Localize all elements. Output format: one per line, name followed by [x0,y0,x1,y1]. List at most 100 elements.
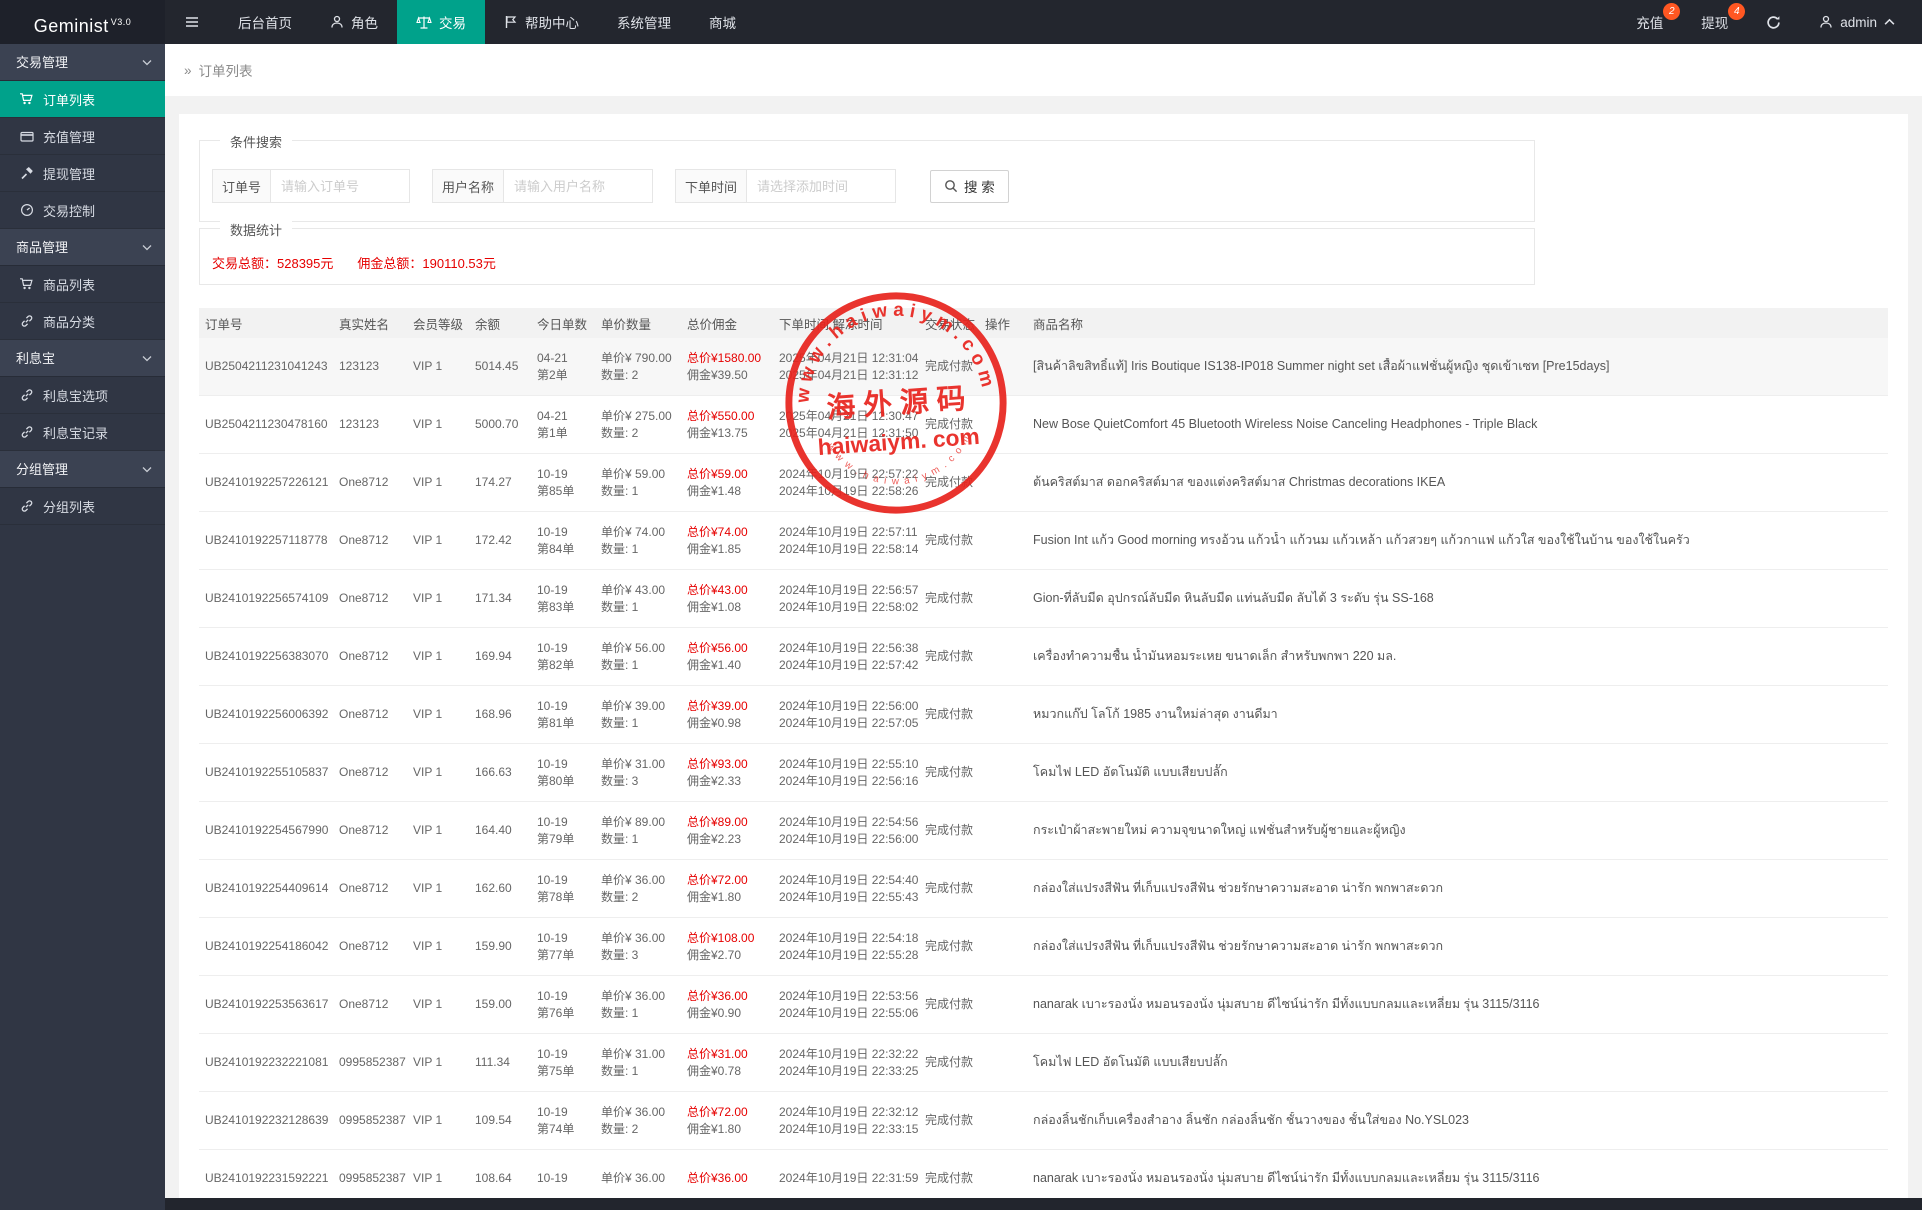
table-row[interactable]: UB2410192253563617 One8712 VIP 1 159.00 10-1… [199,976,1888,1034]
cell-balance: 162.60 [475,881,512,895]
cell-real-name: One8712 [339,475,389,489]
nav-item-2[interactable]: 交易 [397,0,485,44]
cell-trade-status: 完成付款 [925,359,974,373]
cell-total-commission: 总价¥550.00 佣金¥13.75 [687,408,755,440]
cell-vip-level: VIP 1 [413,881,443,895]
gauge-icon [19,203,34,217]
cell-times: 2024年10月19日 22:55:10 2024年10月19日 22:56:16 [779,756,919,788]
cell-price-qty: 单价¥ 43.00 数量: 1 [601,582,666,614]
sidebar-item[interactable]: 充值管理 [0,118,165,155]
cell-order-no: UB2410192255105837 [205,765,329,779]
sidebar-group-label: 分组管理 [16,462,69,477]
cell-today-orders: 10-19 第74单 [537,1104,575,1136]
sidebar-item[interactable]: 利息宝记录 [0,414,165,451]
cell-real-name: One8712 [339,707,389,721]
sidebar-item[interactable]: 商品分类 [0,303,165,340]
cell-real-name: One8712 [339,823,389,837]
chevron-down-icon [142,229,152,266]
table-row[interactable]: UB2410192254567990 One8712 VIP 1 164.40 10-1… [199,802,1888,860]
cell-trade-status: 完成付款 [925,1055,974,1069]
username-input[interactable] [503,169,654,203]
column-header: 操作 [985,317,1011,332]
cell-today-orders: 04-21 第2单 [537,350,568,382]
sidebar-item-label: 商品列表 [43,277,96,293]
sidebar-item[interactable]: 提现管理 [0,155,165,192]
search-button[interactable]: 搜 索 [930,169,1009,203]
sidebar-group-header[interactable]: 交易管理 [0,44,165,81]
cell-order-no: UB2410192254567990 [205,823,329,837]
nav-item-3[interactable]: 帮助中心 [485,0,598,44]
cell-real-name: One8712 [339,591,389,605]
table-row[interactable]: UB2410192256574109 One8712 VIP 1 171.34 10-1… [199,570,1888,628]
main-content: » 订单列表 条件搜索 订单号 用户名称 下单时间 [165,44,1922,1210]
column-header: 交易状态 [925,317,976,332]
cell-balance: 171.34 [475,591,512,605]
sidebar-group-header[interactable]: 商品管理 [0,229,165,266]
table-row[interactable]: UB2504211230478160 123123 VIP 1 5000.70 04-2… [199,396,1888,454]
table-row[interactable]: UB2410192257118778 One8712 VIP 1 172.42 10-1… [199,512,1888,570]
table-row[interactable]: UB2504211231041243 123123 VIP 1 5014.45 04-2… [199,338,1888,396]
nav-item-label: 商城 [709,16,736,31]
table-row[interactable]: UB2410192256006392 One8712 VIP 1 168.96 10-1… [199,686,1888,744]
withdraw-button[interactable]: 提现 4 [1682,0,1747,44]
nav-item-1[interactable]: 角色 [311,0,397,44]
table-row[interactable]: UB2410192255105837 One8712 VIP 1 166.63 10-1… [199,744,1888,802]
sidebar-item-label: 商品分类 [43,314,96,330]
sidebar-item[interactable]: 交易控制 [0,192,165,229]
user-menu[interactable]: admin [1800,0,1914,44]
nav-item-0[interactable]: 后台首页 [219,0,311,44]
cell-vip-level: VIP 1 [413,1055,443,1069]
cell-trade-status: 完成付款 [925,997,974,1011]
cell-product-name: Fusion Int แก้ว Good morning ทรงอ้วน แก้… [1033,533,1690,547]
cell-times: 2024年10月19日 22:54:56 2024年10月19日 22:56:00 [779,814,919,846]
cell-total-commission: 总价¥31.00 佣金¥0.78 [687,1046,748,1078]
cell-price-qty: 单价¥ 36.00 [601,1171,666,1185]
cell-today-orders: 10-19 第80单 [537,756,575,788]
cell-price-qty: 单价¥ 36.00 数量: 3 [601,930,666,962]
cell-price-qty: 单价¥ 36.00 数量: 2 [601,872,666,904]
table-row[interactable]: UB2410192254409614 One8712 VIP 1 162.60 10-1… [199,860,1888,918]
nav-item-4[interactable]: 系统管理 [598,0,690,44]
horizontal-scrollbar[interactable] [165,1198,1922,1210]
cell-today-orders: 10-19 第81单 [537,698,575,730]
cell-order-no: UB2410192256574109 [205,591,329,605]
sidebar-group-header[interactable]: 分组管理 [0,451,165,488]
cell-order-no: UB2504211230478160 [205,417,328,431]
sidebar-item[interactable]: 订单列表 [0,81,165,118]
table-row[interactable]: UB2410192232128639 0995852387 VIP 1 109.54 1… [199,1092,1888,1150]
cell-balance: 168.96 [475,707,512,721]
cell-real-name: One8712 [339,533,389,547]
cell-times: 2024年10月19日 22:53:56 2024年10月19日 22:55:06 [779,988,919,1020]
cell-price-qty: 单价¥ 36.00 数量: 1 [601,988,666,1020]
sidebar-item-label: 利息宝记录 [43,425,109,441]
table-row[interactable]: UB2410192256383070 One8712 VIP 1 169.94 10-1… [199,628,1888,686]
cell-vip-level: VIP 1 [413,417,443,431]
sidebar-item[interactable]: 分组列表 [0,488,165,525]
cell-trade-status: 完成付款 [925,417,974,431]
recharge-button[interactable]: 充值 2 [1617,0,1682,44]
table-row[interactable]: UB2410192254186042 One8712 VIP 1 159.90 10-1… [199,918,1888,976]
scales-icon [416,15,432,30]
sidebar-item[interactable]: 商品列表 [0,266,165,303]
chevron-down-icon [142,451,152,488]
order-no-input[interactable] [270,169,411,203]
table-row[interactable]: UB2410192257226121 One8712 VIP 1 174.27 10-1… [199,454,1888,512]
cell-product-name: ต้นคริสต์มาส ดอกคริสต์มาส ของแต่งคริสต์ม… [1033,475,1446,489]
table-row[interactable]: UB2410192232221081 0995852387 VIP 1 111.34 1… [199,1034,1888,1092]
withdraw-badge: 4 [1728,3,1746,20]
nav-item-5[interactable]: 商城 [690,0,755,44]
order-time-input[interactable] [746,169,897,203]
refresh-button[interactable] [1747,0,1800,44]
sidebar-item-label: 交易控制 [43,203,96,219]
sidebar-group-header[interactable]: 利息宝 [0,340,165,377]
search-icon [944,179,958,193]
cell-today-orders: 10-19 [537,1171,568,1185]
commission-total: 佣金总额：190110.53元 [357,256,496,271]
cell-trade-status: 完成付款 [925,939,974,953]
search-legend: 条件搜索 [220,132,293,151]
cell-times: 2024年10月19日 22:31:59 [779,1171,919,1185]
menu-toggle-button[interactable] [165,0,219,44]
column-header: 今日单数 [537,317,588,332]
cell-balance: 108.64 [475,1171,512,1185]
sidebar-item[interactable]: 利息宝选项 [0,377,165,414]
